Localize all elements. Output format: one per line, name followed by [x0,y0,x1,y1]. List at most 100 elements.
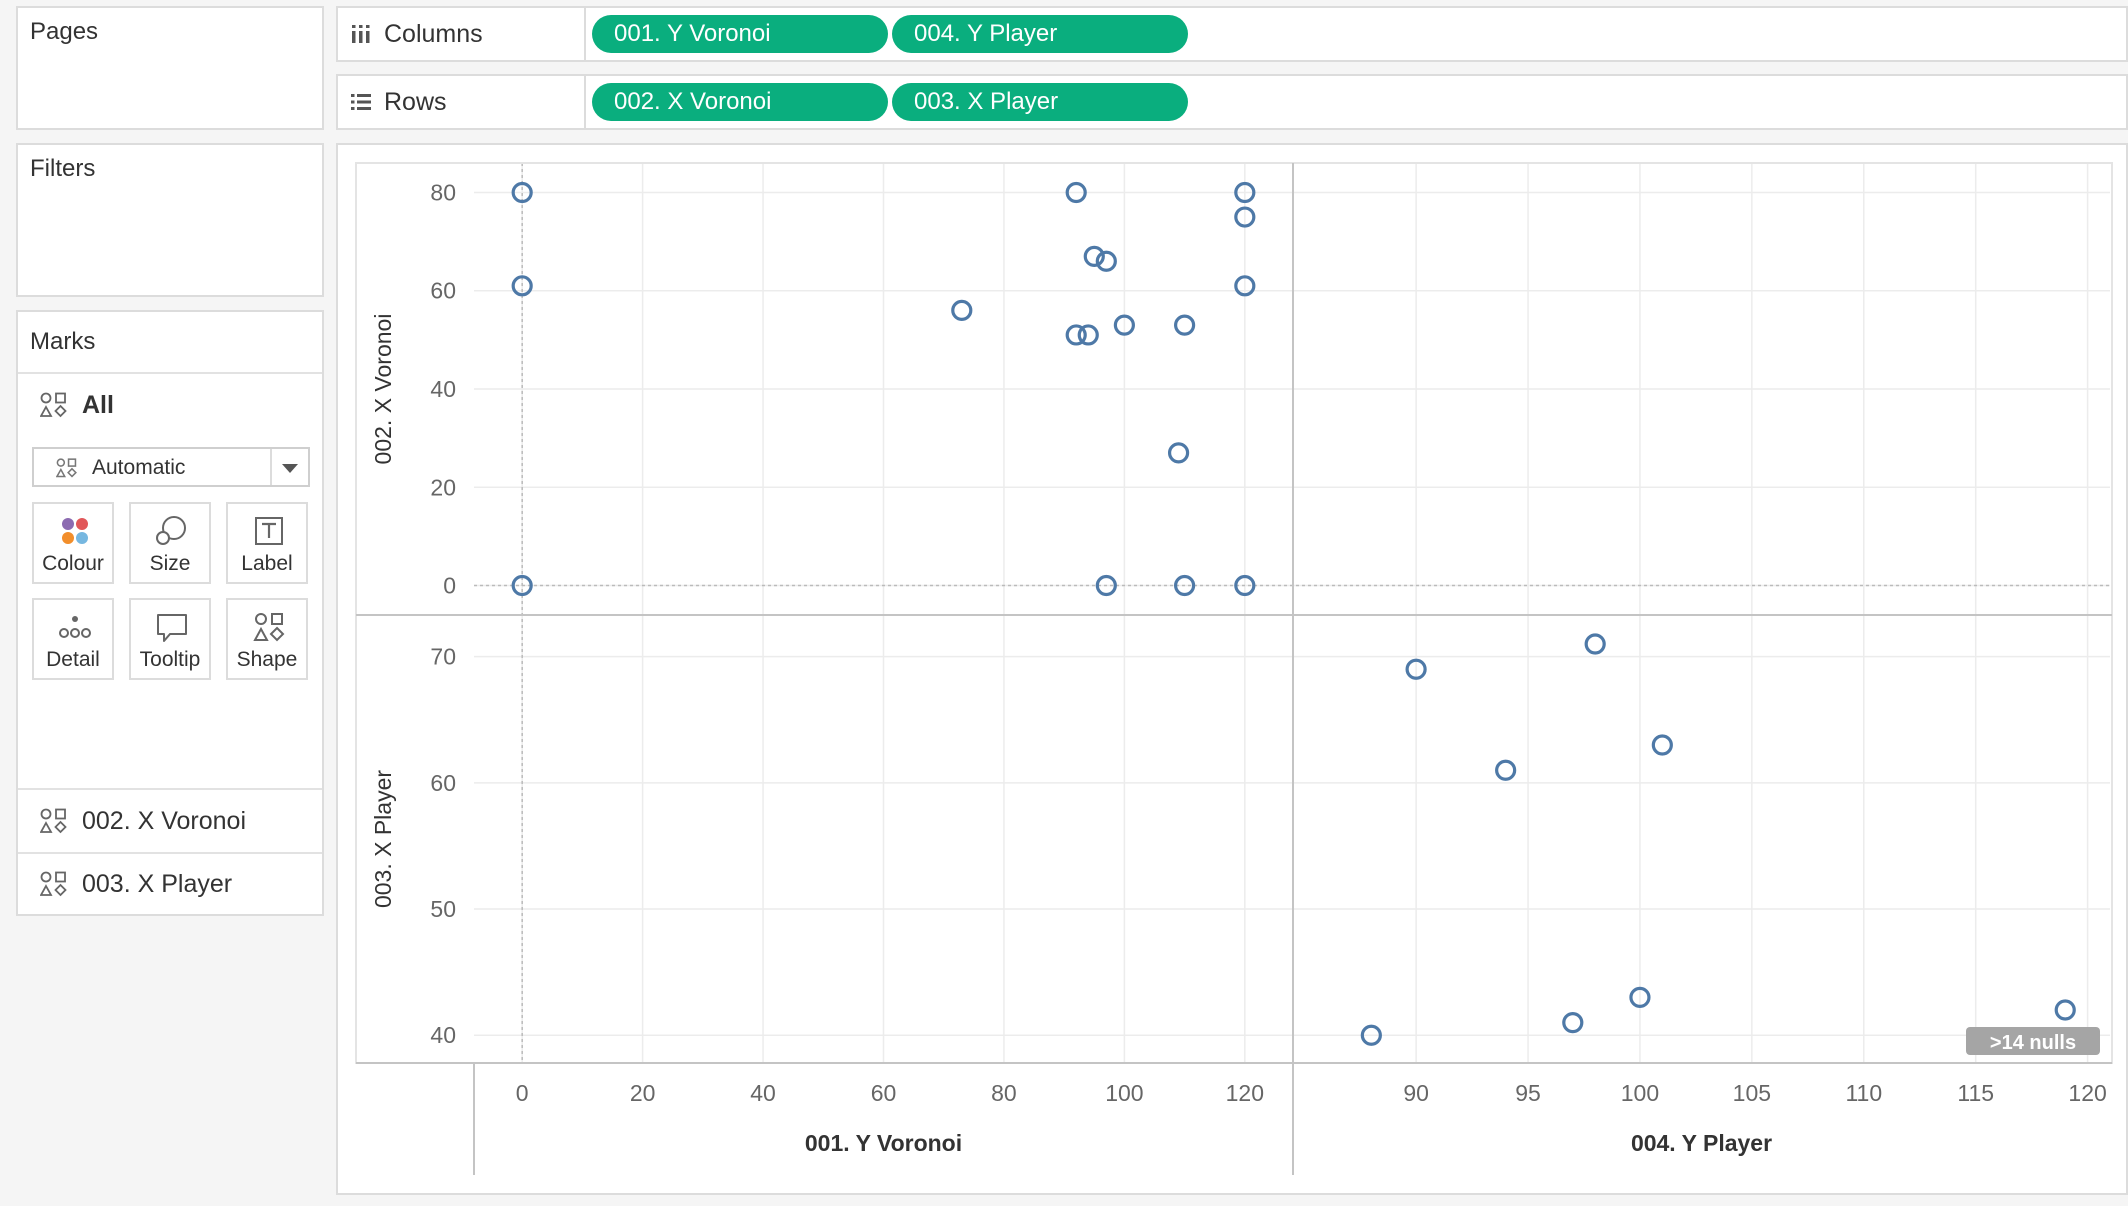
y-tick-label: 20 [430,474,456,500]
y-tick-label: 40 [430,376,456,402]
columns-label: Columns [384,19,483,48]
marks-layer-label: 002. X Voronoi [82,806,247,835]
marks-layer-label: 003. X Player [82,869,233,898]
x-tick-label: 80 [991,1080,1017,1106]
view-canvas[interactable]: 0 20 40 60 80 40 50 60 70 0 20 40 60 80 100 120 90 95 100 1… [336,143,2128,1195]
columns-shelf-label: Columns [338,8,586,60]
scatter-matrix[interactable]: 0 20 40 60 80 40 50 60 70 0 20 40 60 80 100 120 90 95 100 1… [338,145,2126,1193]
scatter-point[interactable] [2054,999,2076,1021]
y-tick-label: 80 [430,179,456,205]
pill-x-voronoi[interactable]: 002. X Voronoi [592,83,888,121]
x-tick-label: 40 [750,1080,776,1106]
pill-y-player[interactable]: 004. Y Player [892,15,1188,53]
dropdown-divider [270,449,272,485]
scatter-point[interactable] [1629,986,1651,1008]
pill-y-voronoi[interactable]: 001. Y Voronoi [592,15,888,53]
card-label: Size [149,552,191,575]
shapes-icon [40,808,67,834]
scatter-point[interactable] [1113,314,1135,336]
x-tick-label: 60 [871,1080,897,1106]
columns-shelf[interactable]: Columns 001. Y Voronoi 004. Y Player [336,6,2128,62]
filters-shelf[interactable]: Filters [16,143,324,297]
x-axis-title[interactable]: 001. Y Voronoi [805,1130,962,1156]
tooltip-icon [157,614,187,642]
colour-card[interactable]: Colour [32,502,114,584]
scatter-point[interactable] [1495,759,1517,781]
y-axis-title[interactable]: 002. X Voronoi [370,314,396,465]
marks-title: Marks [30,328,96,355]
detail-card[interactable]: Detail [32,598,114,680]
scatter-point[interactable] [1095,574,1117,597]
rows-icon [351,94,371,110]
rows-label: Rows [384,87,447,116]
null-indicator[interactable]: >14 nulls [1966,1027,2100,1055]
mark-type-dropdown[interactable]: Automatic [32,447,310,487]
shapes-icon [40,392,67,418]
scatter-point[interactable] [1065,181,1087,204]
scatter-point[interactable] [1360,1024,1382,1046]
scatter-point[interactable] [1234,181,1256,204]
scatter-point[interactable] [1174,314,1196,336]
plot-frame [355,162,2113,1064]
x-tick-label: 115 [1957,1080,1994,1106]
scatter-point[interactable] [511,275,533,297]
shape-icon [253,613,285,642]
card-label: Shape [236,648,298,671]
scatter-point[interactable] [1562,1012,1584,1034]
y-tick-label: 60 [430,770,456,796]
pill-x-player[interactable]: 003. X Player [892,83,1188,121]
card-label: Tooltip [139,648,201,671]
scatter-point[interactable] [1651,734,1673,756]
rows-shelf-label: Rows [338,76,586,128]
scatter-point[interactable] [1234,206,1256,228]
scatter-point[interactable] [1234,275,1256,297]
marks-all-label: All [82,390,114,419]
card-label: Label [241,552,293,575]
y-tick-label: 0 [443,573,456,599]
card-label: Colour [42,552,104,575]
x-tick-label: 20 [630,1080,656,1106]
scatter-point[interactable] [1095,250,1117,272]
null-indicator-label: >14 nulls [1990,1032,2076,1054]
x-tick-label: 90 [1403,1080,1429,1106]
scatter-point[interactable] [1405,658,1427,680]
mark-type-value: Automatic [92,456,186,479]
x-tick-label: 110 [1845,1080,1882,1106]
colour-icon [62,518,88,544]
size-card[interactable]: Size [129,502,211,584]
y-tick-label: 60 [430,278,456,304]
scatter-point[interactable] [511,574,533,597]
chevron-down-icon[interactable] [282,464,298,473]
filters-title: Filters [30,155,96,182]
x-tick-label: 120 [1226,1080,1264,1106]
shapes-icon [56,458,77,478]
x-tick-label: 120 [2068,1080,2106,1106]
scatter-point[interactable] [951,299,973,321]
columns-icon [352,25,370,43]
scatter-point[interactable] [1077,324,1099,346]
scatter-point[interactable] [1584,633,1606,655]
shape-card[interactable]: Shape [226,598,308,680]
scatter-point[interactable] [1065,324,1087,346]
y-tick-label: 40 [430,1022,456,1048]
scatter-point[interactable] [1234,574,1256,597]
x-tick-label: 100 [1105,1080,1143,1106]
pages-shelf[interactable]: Pages [16,6,324,130]
tooltip-card[interactable]: Tooltip [129,598,211,680]
marks-layer-tab[interactable]: 002. X Voronoi [18,788,322,852]
x-axis-title[interactable]: 004. Y Player [1631,1130,1772,1156]
y-axis-title[interactable]: 003. X Player [370,770,396,908]
x-tick-label: 0 [516,1080,529,1106]
scatter-point[interactable] [1167,442,1190,464]
detail-icon [59,616,91,638]
scatter-point[interactable] [1083,245,1105,267]
rows-shelf[interactable]: Rows 002. X Voronoi 003. X Player [336,74,2128,130]
y-tick-label: 50 [430,896,456,922]
marks-all-tab[interactable]: All [18,372,322,436]
label-icon [255,517,283,545]
scatter-point[interactable] [1174,574,1196,597]
pages-title: Pages [30,18,99,45]
marks-layer-tab[interactable]: 003. X Player [18,852,322,914]
label-card[interactable]: Label [226,502,308,584]
scatter-point[interactable] [511,181,533,204]
